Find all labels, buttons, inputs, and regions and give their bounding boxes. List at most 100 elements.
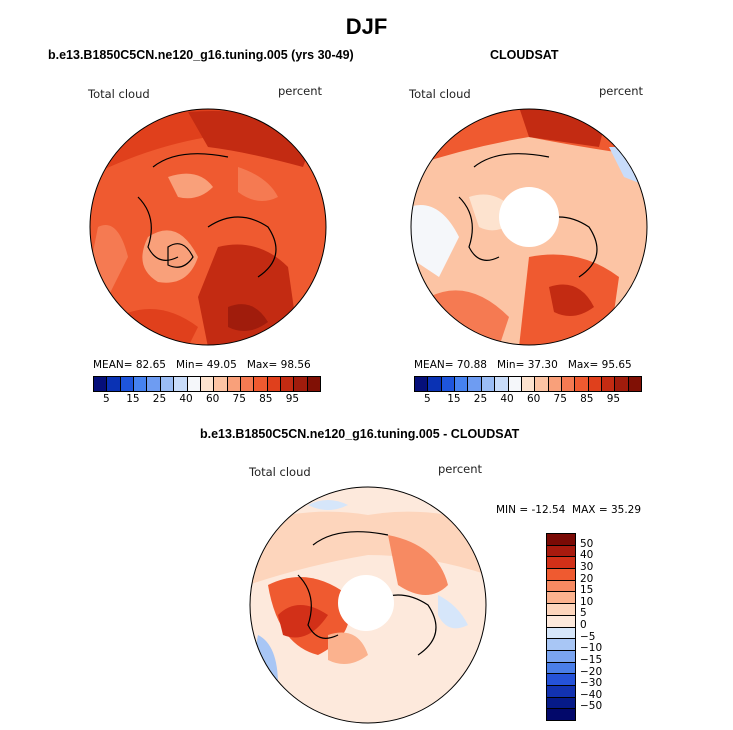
panel2-colorbar-swatch [441,377,456,391]
panel3-colorbar-tick-label: −15 [580,653,603,666]
panel2-colorbar-tick-label: 5 [423,393,431,405]
panel1-colorbar-swatch [120,377,135,391]
panel1-colorbar-tick-label: 25 [152,393,167,405]
panel2-colorbar-swatch [508,377,522,391]
panel1-colorbar-tick-label: 75 [232,393,246,405]
panel3-colorbar-tick-label: −5 [580,630,596,643]
panel3-colorbar-tick-label: 30 [580,560,594,573]
panel3-colorbar [546,533,576,721]
panel1-colorbar-tick-label: 5 [102,393,110,405]
panel1-colorbar-swatch [107,377,121,391]
panel3-polar-map [249,486,487,724]
panel1-colorbar-swatch [240,377,255,391]
panel3-colorbar-swatch [547,639,575,651]
panel1-colorbar-swatch [134,377,148,391]
panel1-min-value: 49.05 [206,359,237,371]
panel2-colorbar-swatch [602,377,616,391]
panel2-colorbar-tick-label: 40 [500,393,514,405]
panel3-max-label: MAX = [572,504,608,516]
panel2-mean-label: MEAN= [414,359,454,371]
panel1-colorbar-tick-label: 95 [285,393,300,405]
panel3-colorbar-swatch [547,569,575,581]
panel1-colorbar-swatch [307,377,321,391]
panel1-colorbar-swatch [227,377,241,391]
panel2-stats: MEAN= 70.88 Min= 37.30 Max= 95.65 [414,359,632,371]
panel3-colorbar-tick-label: −50 [580,700,603,713]
panel3-field-label: Total cloud [249,465,311,479]
panel1-colorbar-tick-label: 85 [259,393,273,405]
panel2-colorbar-tick-label: 85 [580,393,594,405]
panel2-missing-data-hole [499,187,559,247]
panel3-colorbar-tick-label: 50 [580,537,594,550]
panel1-colorbar [93,376,321,392]
panel1-colorbar-swatch [281,377,295,391]
panel1-colorbar-swatch [254,377,268,391]
panel3-colorbar-ticks: 50 40 30 20 15 10 5 0 −5 −10 −15 −20 −30 −40 −50 [580,533,620,721]
panel2-colorbar-ticks: 5 15 25 40 60 75 85 95 [414,393,640,407]
panel2-colorbar-tick-label: 25 [473,393,488,405]
panel3-colorbar-tick-label: −40 [580,688,603,701]
panel1-polar-map [89,108,327,346]
panel1-field-label: Total cloud [88,87,150,101]
main-title: DJF [345,14,388,39]
panel1-stats: MEAN= 82.65 Min= 49.05 Max= 98.56 [93,359,311,371]
panel1-units-label: percent [278,84,323,98]
panel2-colorbar-swatch [495,377,509,391]
panel3-colorbar-swatch [547,592,575,605]
panel3-colorbar-swatch [547,557,575,570]
panel2-max-label: Max= [567,359,599,371]
panel2-units-label: percent [599,84,644,98]
panel3-colorbar-tick-label: −30 [580,677,603,690]
panel1-colorbar-tick-label: 15 [126,393,140,405]
panel1-subtitle: b.e13.B1850C5CN.ne120_g16.tuning.005 (yr… [48,48,354,62]
panel1-colorbar-swatch [294,377,308,391]
panel3-missing-data-hole [338,575,394,631]
panel2-min-value: 37.30 [527,359,558,371]
panel3-colorbar-swatch [547,627,575,640]
panel1-max-label: Max= [246,359,278,371]
panel2-colorbar-swatch [628,377,642,391]
panel1-colorbar-swatch [94,377,108,391]
panel2-colorbar-swatch [468,377,482,391]
panel3-colorbar-swatch [547,534,575,546]
panel2-polar-map [410,108,648,346]
panel3-colorbar-swatch [547,697,575,710]
panel2-colorbar-swatch [455,377,469,391]
panel2-max-value: 95.65 [601,359,632,371]
panel2-colorbar-tick-label: 95 [606,393,621,405]
panel3-colorbar-tick-label: −10 [580,642,603,655]
panel2-colorbar-swatch [521,377,536,391]
panel3-colorbar-tick-label: 0 [580,619,587,631]
panel3-max-value: 35.29 [610,504,642,516]
panel2-colorbar-swatch [561,377,576,391]
panel3-colorbar-swatch [547,650,575,663]
panel2-colorbar-swatch [481,377,496,391]
panel3-min-label: MIN = [496,504,529,516]
panel2-colorbar-swatch [535,377,549,391]
panel1-mean-value: 82.65 [135,359,166,371]
panel2-colorbar-tick-label: 60 [526,393,541,405]
panel3-colorbar-tick-label: 15 [580,584,594,597]
panel3-stats: MIN = -12.54 MAX = 35.29 [496,504,641,516]
panel3-colorbar-swatch [547,615,575,628]
panel2-colorbar-tick-label: 15 [447,393,461,405]
panel1-colorbar-swatch [267,377,282,391]
panel1-colorbar-swatch [214,377,228,391]
panel1-colorbar-tick-label: 60 [205,393,220,405]
panel3-colorbar-swatch [547,604,575,616]
panel1-colorbar-tick-label: 40 [179,393,193,405]
panel3-colorbar-swatch [547,674,575,686]
panel2-colorbar-swatch [415,377,429,391]
panel3-colorbar-swatch [547,685,575,698]
panel2-colorbar-swatch [588,377,603,391]
panel2-min-label: Min= [496,359,525,371]
panel3-colorbar-swatch [547,709,575,720]
panel3-colorbar-tick-label: 40 [580,549,594,562]
panel1-min-label: Min= [175,359,204,371]
panel2-colorbar-tick-label: 75 [553,393,567,405]
panel2-colorbar-swatch [575,377,589,391]
panel2-subtitle: CLOUDSAT [490,48,559,62]
panel2-colorbar-swatch [428,377,442,391]
panel1-colorbar-swatch [160,377,175,391]
panel2-colorbar-swatch [548,377,562,391]
